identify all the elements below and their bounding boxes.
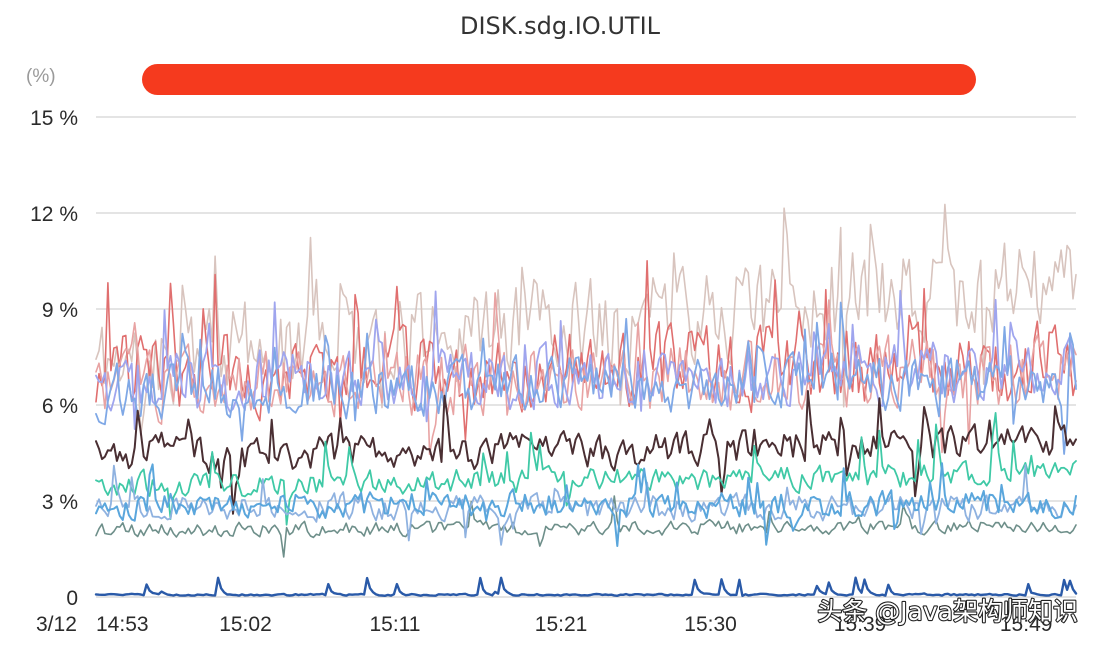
x-tick-label: 15:02 xyxy=(219,613,272,636)
y-tick-label: 3 % xyxy=(42,491,78,514)
gridlines xyxy=(96,116,1076,598)
series-line-8 xyxy=(95,412,1077,526)
y-tick-label: 12 % xyxy=(30,203,78,226)
chart-title: DISK.sdg.IO.UTIL xyxy=(460,12,661,40)
series-line-3 xyxy=(95,292,1077,456)
x-tick-label: 14:53 xyxy=(96,613,149,636)
y-axis-ticks: 0 3 % 6 % 9 % 12 % 15 % xyxy=(30,107,78,610)
y-tick-label: 0 xyxy=(66,587,78,610)
x-tick-label: 15:11 xyxy=(369,613,420,636)
y-axis-unit-label: (%) xyxy=(26,66,56,87)
series-line-5 xyxy=(95,301,1077,455)
series-line-7 xyxy=(95,495,1077,558)
series-line-9 xyxy=(95,464,1077,546)
series-line-11 xyxy=(94,576,1078,597)
x-tick-label: 15:49 xyxy=(1000,613,1053,636)
y-tick-label: 9 % xyxy=(42,299,78,322)
series-line-10 xyxy=(95,462,1077,547)
series-line-4 xyxy=(95,289,1077,430)
x-axis-date-label: 3/12 xyxy=(36,613,77,636)
y-tick-label: 6 % xyxy=(42,395,78,418)
series-line-1 xyxy=(95,203,1077,436)
x-tick-label: 15:21 xyxy=(535,613,588,636)
series-lines xyxy=(94,203,1078,597)
legend-bar-redacted xyxy=(142,64,976,95)
watermark: 头条 @Java架构师知识 xyxy=(817,597,1078,626)
x-tick-label: 15:39 xyxy=(834,613,887,636)
x-tick-label: 15:30 xyxy=(684,613,737,636)
x-axis-ticks: 14:53 15:02 15:11 15:21 15:30 15:39 15:49 xyxy=(96,613,1052,636)
y-tick-label: 15 % xyxy=(30,107,78,130)
series-line-6 xyxy=(95,390,1077,515)
series-line-2 xyxy=(95,260,1077,441)
